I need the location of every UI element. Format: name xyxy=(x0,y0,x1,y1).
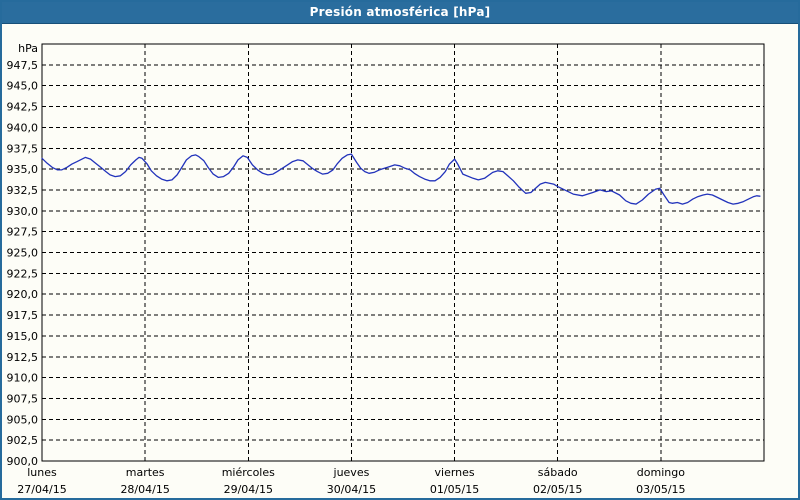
y-tick-label: 905,0 xyxy=(7,413,39,426)
y-tick-label: 927,5 xyxy=(7,226,39,239)
day-date-label: 28/04/15 xyxy=(120,483,169,496)
y-tick-label: 925,0 xyxy=(7,247,39,260)
pressure-series-line xyxy=(41,153,761,205)
y-tick-label: 907,5 xyxy=(7,392,39,405)
pressure-chart: 900,0 902,5 905,0 907,5 910,0 912,5 915,0 917,5… xyxy=(7,42,765,496)
y-tick-label: 920,0 xyxy=(7,288,39,301)
day-date-label: 03/05/15 xyxy=(636,483,685,496)
day-date-label: 01/05/15 xyxy=(430,483,479,496)
x-axis-day-labels: lunes 27/04/15 martes 28/04/15 miércoles 29/0… xyxy=(17,466,685,496)
y-tick-label: 912,5 xyxy=(7,351,39,364)
plot-border xyxy=(41,43,765,462)
day-name-label: jueves xyxy=(333,466,370,479)
window-title: Presión atmosférica [hPa] xyxy=(2,2,798,24)
y-tick-label: 942,5 xyxy=(7,101,39,114)
y-tick-label: 935,0 xyxy=(7,163,39,176)
y-tick-label: 947,5 xyxy=(7,59,39,72)
day-name-label: martes xyxy=(126,466,165,479)
day-name-label: lunes xyxy=(27,466,57,479)
day-date-label: 27/04/15 xyxy=(17,483,66,496)
y-tick-label: 922,5 xyxy=(7,267,39,280)
y-tick-label: 915,0 xyxy=(7,330,39,343)
day-name-label: sábado xyxy=(538,466,578,479)
y-tick-label: 940,0 xyxy=(7,121,39,134)
day-date-label: 02/05/15 xyxy=(533,483,582,496)
day-date-label: 30/04/15 xyxy=(327,483,376,496)
y-tick-label: 917,5 xyxy=(7,309,39,322)
chart-gridlines xyxy=(42,44,764,461)
day-name-label: viernes xyxy=(435,466,475,479)
y-axis-tick-labels: 900,0 902,5 905,0 907,5 910,0 912,5 915,0 917,5… xyxy=(7,59,39,468)
day-name-label: miércoles xyxy=(222,466,275,479)
y-tick-label: 910,0 xyxy=(7,372,39,385)
y-tick-label: 902,5 xyxy=(7,434,39,447)
y-tick-label: 932,5 xyxy=(7,184,39,197)
y-tick-label: 900,0 xyxy=(7,455,39,468)
day-date-label: 29/04/15 xyxy=(224,483,273,496)
y-tick-label: 930,0 xyxy=(7,205,39,218)
y-axis-unit-label: hPa xyxy=(18,42,38,55)
y-tick-label: 937,5 xyxy=(7,142,39,155)
unit-label: hPa xyxy=(18,42,38,55)
day-name-label: domingo xyxy=(637,466,685,479)
y-tick-label: 945,0 xyxy=(7,80,39,93)
